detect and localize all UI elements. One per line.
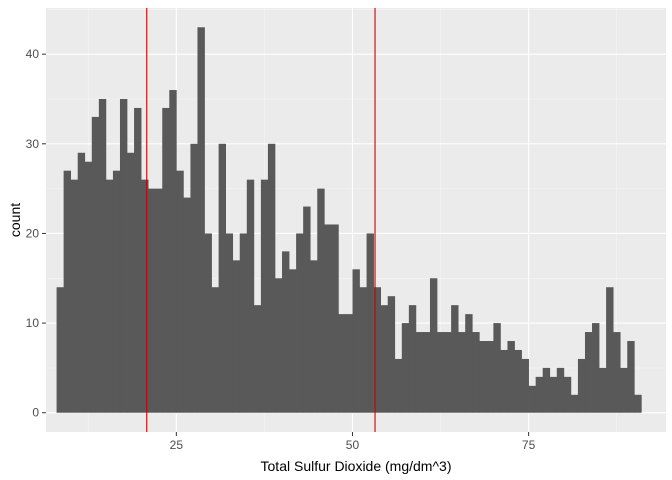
histogram-bar <box>352 269 360 413</box>
histogram-bar <box>451 305 459 413</box>
histogram-bar <box>77 152 86 413</box>
y-tick-label: 30 <box>26 137 40 151</box>
histogram-bar <box>119 98 128 413</box>
histogram-bar <box>387 296 396 413</box>
histogram-bar <box>190 143 198 413</box>
histogram-bar <box>289 269 297 413</box>
histogram-bar <box>570 394 579 413</box>
histogram-bar <box>620 367 628 413</box>
histogram-bar <box>260 179 269 413</box>
histogram-bar <box>112 170 121 413</box>
histogram-bar <box>274 278 283 413</box>
y-tick-label: 40 <box>26 47 40 61</box>
axes-ticks: 25 50 75 0 10 20 30 40 <box>26 47 536 452</box>
y-tick-label: 20 <box>26 226 40 240</box>
histogram-bar <box>528 385 537 413</box>
histogram-bar <box>155 188 163 413</box>
histogram-bar <box>303 206 311 413</box>
histogram-bar <box>577 358 586 413</box>
histogram-bar <box>239 233 248 413</box>
histogram-bar <box>141 179 149 413</box>
histogram-bar <box>627 341 635 413</box>
histogram-bar <box>232 260 241 413</box>
histogram-bars <box>56 27 642 413</box>
histogram-bar <box>444 332 452 413</box>
histogram-bar <box>429 278 438 413</box>
histogram-bar <box>592 323 600 413</box>
histogram-bar <box>535 376 544 413</box>
histogram-bar <box>331 224 339 413</box>
histogram-bar <box>493 323 501 413</box>
histogram-bar <box>84 161 93 413</box>
histogram-bar <box>70 179 79 413</box>
y-tick-label: 0 <box>32 406 39 420</box>
histogram-bar <box>317 188 325 413</box>
histogram-bar <box>401 323 410 413</box>
histogram-bar <box>563 376 572 413</box>
histogram-bar <box>148 188 156 413</box>
histogram-bar <box>634 394 642 413</box>
histogram-bar <box>63 170 72 413</box>
histogram-bar <box>380 305 389 413</box>
histogram-bar <box>211 287 219 413</box>
histogram-bar <box>415 332 424 413</box>
histogram-bar <box>479 341 487 413</box>
histogram-bar <box>253 305 262 413</box>
y-tick-label: 10 <box>26 316 40 330</box>
histogram-bar <box>338 314 346 413</box>
reference-lines <box>146 8 376 432</box>
histogram-bar <box>472 332 480 413</box>
histogram-bar <box>613 332 621 413</box>
histogram-bar <box>549 376 558 413</box>
histogram-bar <box>465 314 473 413</box>
histogram-bar <box>408 305 417 413</box>
histogram-bar <box>310 260 318 413</box>
histogram-bar <box>359 287 367 413</box>
histogram-bar <box>514 349 522 413</box>
histogram-bar <box>345 314 353 413</box>
histogram-bar <box>204 233 212 413</box>
histogram-bar <box>197 27 205 413</box>
histogram-bar <box>486 341 494 413</box>
histogram-bar <box>556 367 565 413</box>
x-axis-title: Total Sulfur Dioxide (mg/dm^3) <box>261 458 452 474</box>
histogram-bar <box>606 287 614 413</box>
histogram-bar <box>282 251 290 413</box>
histogram-bar <box>162 107 170 413</box>
histogram-bar <box>176 170 184 413</box>
histogram-bar <box>296 233 304 413</box>
histogram-bar <box>105 179 114 413</box>
histogram-bar <box>218 143 227 413</box>
histogram-bar <box>422 332 431 413</box>
histogram-bar <box>267 143 276 413</box>
histogram-bar <box>56 287 64 413</box>
histogram-bar <box>91 116 100 413</box>
histogram-bar <box>183 197 191 413</box>
histogram-bar <box>169 90 177 413</box>
histogram-bar <box>246 179 255 413</box>
histogram-bar <box>507 341 515 413</box>
histogram-bar <box>324 224 332 413</box>
histogram-bar <box>500 349 508 413</box>
histogram-bar <box>542 367 551 413</box>
histogram-bar <box>394 358 403 413</box>
histogram-bar <box>366 233 374 413</box>
histogram-bar <box>599 367 607 413</box>
x-tick-label: 50 <box>346 438 360 452</box>
histogram-bar <box>373 287 382 413</box>
histogram-bar <box>437 332 445 413</box>
histogram-bar <box>584 332 593 413</box>
x-tick-label: 75 <box>522 438 536 452</box>
histogram-bar <box>458 332 466 413</box>
histogram-bar <box>225 233 234 413</box>
y-axis-title: count <box>7 203 23 237</box>
histogram-bar <box>134 107 142 413</box>
histogram-bar <box>521 358 529 413</box>
histogram-bar <box>127 152 135 413</box>
x-tick-label: 25 <box>170 438 184 452</box>
histogram-bar <box>98 98 107 413</box>
